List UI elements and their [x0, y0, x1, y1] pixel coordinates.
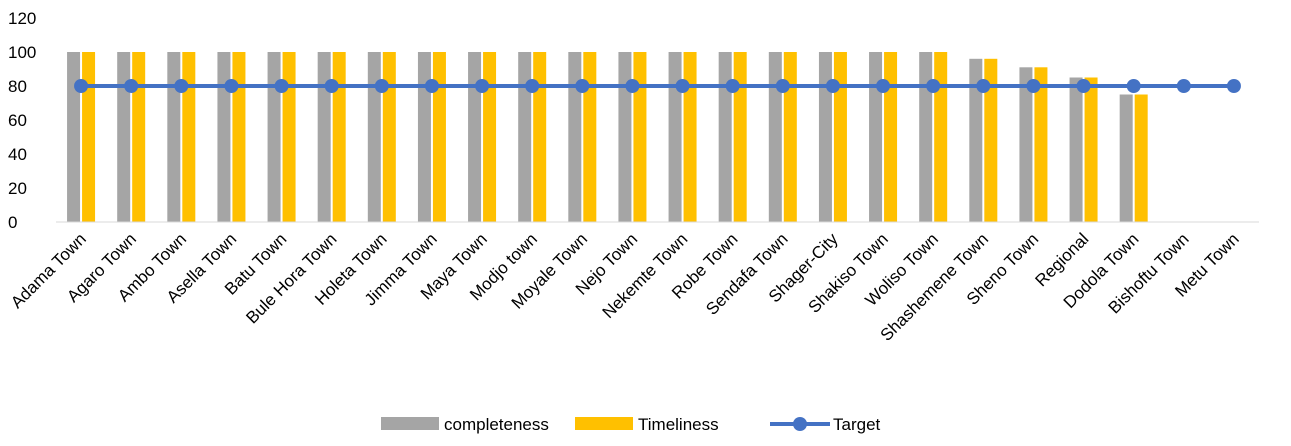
y-tick-label: 80: [8, 77, 27, 96]
bar-timeliness-18: [984, 58, 998, 222]
bar-timeliness-16: [884, 52, 898, 222]
bar-completeness-18: [969, 58, 983, 222]
bar-timeliness-8: [483, 52, 497, 222]
bar-timeliness-12: [683, 52, 697, 222]
bar-timeliness-21: [1134, 94, 1148, 222]
bar-completeness-9: [518, 52, 532, 222]
y-tick-label: 0: [8, 213, 17, 232]
target-marker-16: [876, 79, 891, 93]
bar-completeness-17: [919, 52, 933, 222]
bar-timeliness-13: [733, 52, 747, 222]
target-marker-3: [224, 79, 239, 93]
bar-timeliness-3: [232, 52, 246, 222]
y-tick-label: 60: [8, 111, 27, 130]
bar-completeness-6: [367, 52, 381, 222]
bar-timeliness-15: [833, 52, 847, 222]
bar-completeness-5: [317, 52, 331, 222]
bar-completeness-11: [618, 52, 632, 222]
legend-marker-target: [793, 417, 807, 431]
y-tick-label: 120: [8, 9, 36, 28]
bar-completeness-7: [417, 52, 431, 222]
target-marker-1: [124, 79, 139, 93]
bar-timeliness-2: [182, 52, 196, 222]
bar-timeliness-7: [432, 52, 446, 222]
bar-completeness-21: [1119, 94, 1133, 222]
target-marker-19: [1026, 79, 1041, 93]
bar-completeness-3: [217, 52, 231, 222]
bar-completeness-4: [267, 52, 281, 222]
bar-timeliness-17: [934, 52, 948, 222]
bar-timeliness-10: [583, 52, 597, 222]
y-tick-label: 40: [8, 145, 27, 164]
bar-timeliness-11: [633, 52, 647, 222]
target-series: [74, 79, 1241, 93]
target-marker-22: [1176, 79, 1191, 93]
target-marker-10: [575, 79, 590, 93]
bars: [67, 52, 1148, 222]
bar-completeness-13: [718, 52, 732, 222]
target-marker-8: [475, 79, 490, 93]
bar-completeness-2: [167, 52, 181, 222]
legend-label-timeliness: Timeliness: [638, 415, 719, 434]
target-marker-11: [625, 79, 640, 93]
target-marker-14: [775, 79, 790, 93]
y-axis: 0 20 40 60 80 100 120: [8, 9, 36, 232]
target-marker-23: [1226, 79, 1241, 93]
target-marker-5: [324, 79, 339, 93]
bar-completeness-20: [1069, 77, 1083, 222]
x-tick-label: Bule Hora Town: [242, 229, 340, 327]
target-marker-15: [825, 79, 840, 93]
legend: completeness Timeliness Target: [381, 415, 881, 434]
target-marker-20: [1076, 79, 1091, 93]
bar-completeness-16: [869, 52, 883, 222]
legend-swatch-completeness: [381, 417, 439, 430]
target-marker-12: [675, 79, 690, 93]
bar-timeliness-0: [82, 52, 96, 222]
target-marker-13: [725, 79, 740, 93]
bar-completeness-8: [468, 52, 482, 222]
bar-timeliness-14: [783, 52, 797, 222]
target-marker-0: [74, 79, 89, 93]
bar-completeness-14: [768, 52, 782, 222]
target-marker-4: [274, 79, 289, 93]
bar-timeliness-20: [1084, 77, 1098, 222]
bar-completeness-12: [668, 52, 682, 222]
legend-label-completeness: completeness: [444, 415, 549, 434]
target-marker-7: [424, 79, 439, 93]
target-marker-21: [1126, 79, 1141, 93]
bar-timeliness-5: [332, 52, 346, 222]
target-marker-17: [926, 79, 941, 93]
bar-timeliness-1: [132, 52, 146, 222]
target-marker-6: [374, 79, 389, 93]
bar-completeness-1: [117, 52, 131, 222]
y-tick-label: 100: [8, 43, 36, 62]
bar-completeness-19: [1019, 67, 1033, 222]
bar-completeness-0: [67, 52, 81, 222]
bar-timeliness-9: [533, 52, 547, 222]
target-marker-2: [174, 79, 189, 93]
legend-label-target: Target: [833, 415, 881, 434]
y-tick-label: 20: [8, 179, 27, 198]
bar-completeness-15: [818, 52, 832, 222]
bar-completeness-10: [568, 52, 582, 222]
bar-timeliness-19: [1034, 67, 1048, 222]
bar-timeliness-4: [282, 52, 296, 222]
target-marker-18: [976, 79, 991, 93]
bar-timeliness-6: [382, 52, 396, 222]
legend-swatch-timeliness: [575, 417, 633, 430]
target-marker-9: [525, 79, 540, 93]
